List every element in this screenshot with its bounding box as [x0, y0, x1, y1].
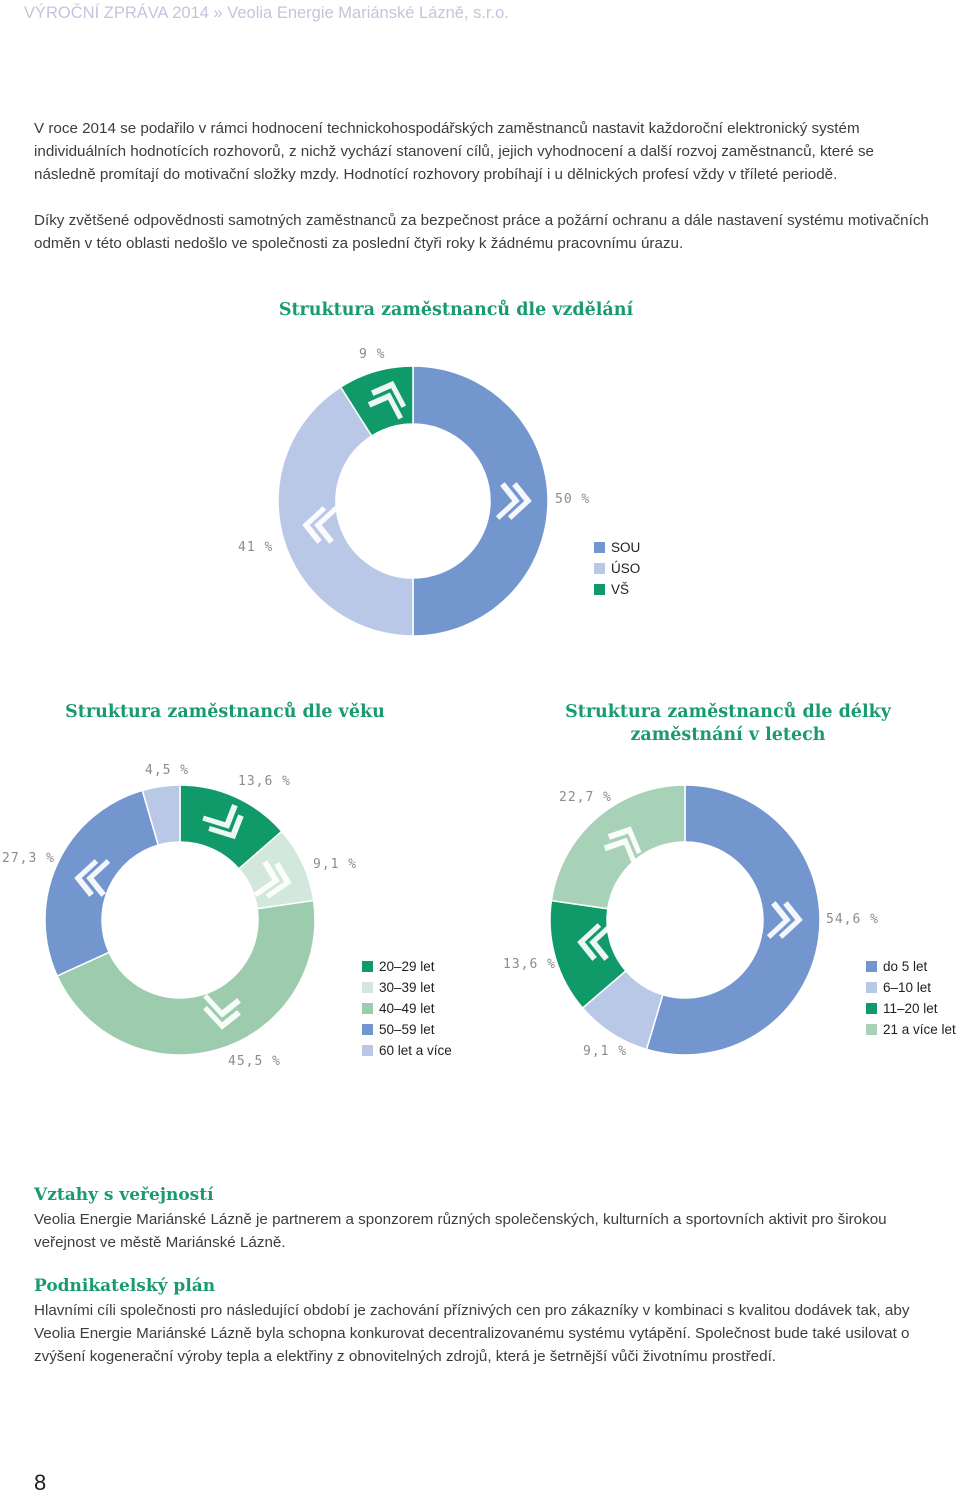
legend-swatch — [866, 1003, 877, 1014]
paragraph-business-plan: Hlavními cíli společnosti pro následujíc… — [34, 1302, 910, 1365]
legend-item-40-49: 40–49 let — [362, 998, 452, 1019]
age-donut-chart — [25, 784, 316, 1056]
legend-item-20-29: 20–29 let — [362, 956, 452, 977]
label-age-40-49-pct: 45,5 % — [228, 1054, 281, 1069]
donut-slice — [277, 385, 414, 637]
label-tenure-6-10-pct: 9,1 % — [583, 1044, 628, 1059]
label-vs-pct: 9 % — [359, 347, 386, 362]
label-uso-pct: 41 % — [238, 540, 274, 555]
page-number: 8 — [34, 1470, 47, 1495]
chevron-decor-icon — [302, 506, 339, 544]
donut-slice — [44, 789, 160, 977]
legend-item-60plus: 60 let a více — [362, 1040, 452, 1061]
legend-item-21plus: 21 a více let — [866, 1019, 956, 1040]
heading-public-relations: Vztahy s veřejností — [34, 1185, 214, 1205]
paragraph-evaluation: V roce 2014 se podařilo v rámci hodnocen… — [34, 120, 874, 183]
legend-education: SOU ÚSO VŠ — [594, 537, 640, 600]
legend-swatch — [594, 542, 605, 553]
paragraph-safety: Díky zvětšené odpovědnosti samotných zam… — [34, 212, 929, 252]
donut-slice — [412, 365, 549, 637]
legend-swatch — [362, 982, 373, 993]
legend-swatch — [866, 1024, 877, 1035]
label-tenure-under5-pct: 54,6 % — [826, 912, 879, 927]
legend-age: 20–29 let 30–39 let 40–49 let 50–59 let … — [362, 956, 452, 1061]
chevron-decor-icon — [203, 993, 241, 1030]
chevron-decor-icon — [25, 821, 61, 863]
donut-slice — [56, 899, 316, 1056]
chevron-decor-icon — [495, 482, 532, 520]
legend-swatch — [362, 1024, 373, 1035]
legend-item-vs: VŠ — [594, 579, 640, 600]
legend-item-under5: do 5 let — [866, 956, 956, 977]
chevron-decor-icon — [74, 859, 111, 897]
legend-swatch — [362, 961, 373, 972]
chevron-decor-icon — [603, 826, 642, 866]
label-sou-pct: 50 % — [555, 492, 591, 507]
legend-swatch — [594, 563, 605, 574]
chevron-decor-icon — [577, 923, 614, 961]
label-tenure-21plus-pct: 22,7 % — [559, 790, 612, 805]
label-age-30-39-pct: 9,1 % — [313, 857, 358, 872]
label-tenure-11-20-pct: 13,6 % — [503, 957, 556, 972]
chevron-decor-icon — [766, 901, 803, 939]
label-age-20-29-pct: 13,6 % — [238, 774, 291, 789]
chart-title-tenure: Struktura zaměstnanců dle délky zaměstná… — [565, 702, 891, 745]
legend-swatch — [866, 961, 877, 972]
label-age-60plus-pct: 4,5 % — [145, 763, 190, 778]
chevron-decor-icon — [202, 804, 244, 840]
legend-item-30-39: 30–39 let — [362, 977, 452, 998]
legend-item-uso: ÚSO — [594, 558, 640, 579]
legend-swatch — [866, 982, 877, 993]
education-donut-chart — [277, 365, 549, 637]
legend-item-50-59: 50–59 let — [362, 1019, 452, 1040]
heading-business-plan: Podnikatelský plán — [34, 1276, 216, 1296]
chevron-decor-icon — [367, 380, 407, 420]
label-age-50-59-pct: 27,3 % — [2, 851, 55, 866]
donut-slice — [645, 784, 821, 1056]
legend-swatch — [362, 1045, 373, 1056]
donut-slice — [141, 784, 181, 847]
legend-swatch — [594, 584, 605, 595]
chart-title-age: Struktura zaměstnanců dle věku — [65, 702, 385, 722]
legend-swatch — [362, 1003, 373, 1014]
donut-slice — [550, 784, 686, 910]
paragraph-public-relations: Veolia Energie Mariánské Lázně je partne… — [34, 1211, 887, 1251]
tenure-donut-chart — [549, 784, 821, 1056]
chart-title-education: Struktura zaměstnanců dle vzdělání — [278, 300, 634, 320]
legend-item-sou: SOU — [594, 537, 640, 558]
chevron-decor-icon — [253, 860, 292, 899]
report-header: VÝROČNÍ ZPRÁVA 2014 » Veolia Energie Mar… — [24, 4, 509, 22]
legend-item-11-20: 11–20 let — [866, 998, 956, 1019]
legend-item-6-10: 6–10 let — [866, 977, 956, 998]
legend-tenure: do 5 let 6–10 let 11–20 let 21 a více le… — [866, 956, 956, 1040]
